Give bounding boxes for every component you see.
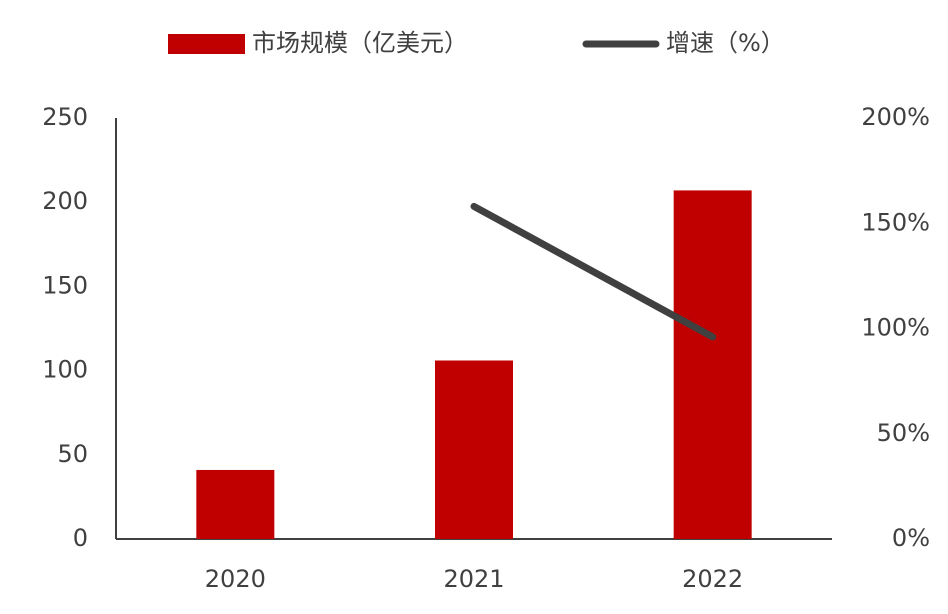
x-tick-label: 2020 (205, 565, 266, 593)
bar (435, 360, 513, 539)
y2-tick-label: 100% (861, 314, 930, 342)
y-tick-label: 50 (57, 440, 88, 468)
legend-label: 市场规模（亿美元） (252, 29, 468, 57)
y2-tick-label: 150% (861, 208, 930, 236)
bar (196, 469, 275, 539)
y2-tick-label: 0% (892, 524, 930, 552)
y-tick-label: 200 (42, 187, 88, 215)
legend-swatch (168, 34, 245, 54)
y-tick-label: 250 (42, 103, 88, 131)
x-tick-label: 2022 (682, 565, 743, 593)
x-tick-label: 2021 (443, 565, 504, 593)
y2-tick-label: 50% (877, 419, 930, 447)
y-tick-label: 150 (42, 271, 88, 299)
line (470, 202, 717, 341)
y-tick-label: 0 (73, 524, 88, 552)
y2-tick-label: 200% (861, 103, 930, 131)
bar (673, 190, 752, 540)
legend-label: 增速（%） (666, 29, 785, 57)
y-tick-label: 100 (42, 356, 88, 384)
